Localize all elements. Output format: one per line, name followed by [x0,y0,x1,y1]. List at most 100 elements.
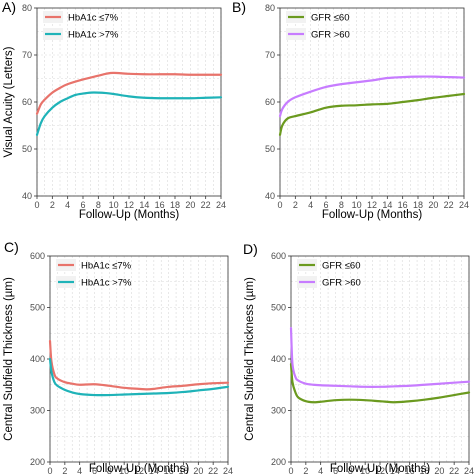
x-axis-title: Follow-Up (Months) [79,209,179,221]
panel-letter: B) [232,0,246,15]
y-axis-title: Central Subfield Thickness (µm) [3,277,15,441]
y-axis-title: Visual Acuity (Letters) [3,46,15,157]
legend-label: HbA1c ≤7% [68,13,119,24]
x-tick-label: 14 [149,466,159,474]
legend-label: HbA1c >7% [68,30,119,41]
x-axis-title: Follow-Up (Months) [330,463,430,474]
x-tick-label: 6 [323,200,328,210]
y-tick-label: 600 [271,251,286,261]
y-tick-label: 200 [30,457,45,467]
y-tick-label: 400 [271,354,286,364]
x-tick-label: 0 [47,466,52,474]
y-tick-label: 70 [265,50,275,60]
x-tick-label: 0 [34,200,39,210]
legend-label: GFR >60 [311,30,350,41]
y-tick-label: 200 [271,457,286,467]
x-tick-label: 10 [360,466,370,474]
x-tick-label: 22 [449,466,459,474]
x-tick-label: 10 [352,200,362,210]
panel-letter: A) [2,0,16,15]
series-line-1 [48,357,230,397]
y-tick-label: 300 [30,406,45,416]
x-tick-label: 12 [375,466,385,474]
x-tick-label: 24 [216,200,226,210]
y-tick-label: 80 [22,3,32,13]
x-tick-label: 8 [107,466,112,474]
y-tick-label: 300 [271,406,286,416]
x-tick-label: 10 [109,200,119,210]
x-tick-label: 22 [208,466,218,474]
x-tick-label: 14 [139,200,149,210]
panel-3: 0 2 4 6 8 10 12 14 16 18 20 22 24200300400500600Foll… [243,241,474,474]
y-tick-label: 50 [265,144,275,154]
legend: GFR ≤60 GFR >60 [297,259,361,289]
y-axis-title: Central Subfield Thickness (µm) [244,277,256,441]
x-tick-label: 0 [277,200,282,210]
x-tick-label: 2 [293,200,298,210]
x-tick-label: 14 [382,200,392,210]
legend-label: GFR >60 [322,278,361,289]
legend-label: HbA1c ≤7% [81,261,132,272]
x-tick-label: 4 [77,466,82,474]
y-tick-label: 40 [265,191,275,201]
x-tick-label: 14 [390,466,400,474]
x-tick-label: 24 [459,200,469,210]
legend-label: GFR ≤60 [322,261,360,272]
x-tick-label: 0 [288,466,293,474]
y-tick-label: 80 [265,3,275,13]
x-tick-label: 16 [164,466,174,474]
series-line-0 [48,339,230,391]
x-tick-label: 20 [193,466,203,474]
series-line-1 [35,91,223,136]
x-tick-label: 6 [333,466,338,474]
x-tick-label: 4 [308,200,313,210]
x-axis-title: Follow-Up (Months) [89,463,189,474]
x-tick-label: 16 [398,200,408,210]
legend: HbA1c ≤7% HbA1c >7% [56,259,132,289]
x-tick-label: 22 [201,200,211,210]
legend-label: HbA1c >7% [81,278,132,289]
y-tick-label: 600 [30,251,45,261]
y-tick-label: 60 [22,97,32,107]
panel-0: 0 2 4 6 8 10 12 14 16 18 20 22 244050607080Follow-Up… [2,0,226,221]
legend: GFR ≤60 GFR >60 [286,11,350,41]
x-tick-label: 2 [50,200,55,210]
y-tick-label: 70 [22,50,32,60]
x-tick-label: 18 [170,200,180,210]
series-line-0 [289,363,471,404]
series-line-1 [278,75,466,118]
x-tick-label: 18 [413,200,423,210]
x-tick-label: 6 [80,200,85,210]
x-tick-label: 12 [124,200,134,210]
x-tick-label: 20 [434,466,444,474]
x-tick-label: 16 [155,200,165,210]
y-tick-label: 500 [30,303,45,313]
x-tick-label: 2 [303,466,308,474]
panel-letter: C) [4,239,19,255]
x-axis-title: Follow-Up (Months) [322,209,422,221]
x-tick-label: 24 [223,466,233,474]
x-tick-label: 12 [134,466,144,474]
x-tick-label: 18 [419,466,429,474]
series-line-0 [278,92,466,136]
y-tick-label: 40 [22,191,32,201]
x-tick-label: 18 [178,466,188,474]
y-tick-label: 500 [271,303,286,313]
x-tick-label: 20 [185,200,195,210]
x-tick-label: 6 [92,466,97,474]
x-tick-label: 2 [62,466,67,474]
x-tick-label: 4 [65,200,70,210]
series-line-0 [35,71,223,115]
x-tick-label: 24 [464,466,474,474]
x-tick-label: 4 [318,466,323,474]
x-tick-label: 16 [405,466,415,474]
panel-letter: D) [243,241,258,257]
x-tick-label: 20 [428,200,438,210]
y-tick-label: 50 [22,144,32,154]
x-tick-label: 8 [348,466,353,474]
x-tick-label: 12 [367,200,377,210]
panel-1: 0 2 4 6 8 10 12 14 16 18 20 22 244050607080Follow-Up… [232,0,469,221]
legend-label: GFR ≤60 [311,13,349,24]
x-tick-label: 22 [444,200,454,210]
